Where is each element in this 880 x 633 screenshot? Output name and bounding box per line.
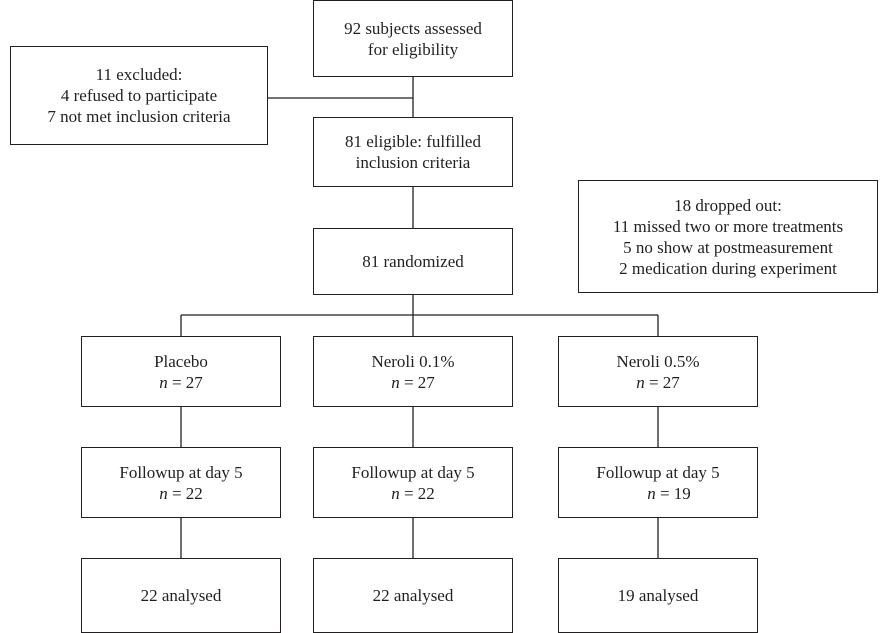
n-symbol: n <box>391 372 400 392</box>
randomized-box: 81 randomized <box>313 228 513 295</box>
allocation-label: Neroli 0.1% <box>371 351 455 371</box>
allocation-n: n = 27 <box>159 372 203 393</box>
n-symbol: n <box>391 483 400 503</box>
eligible-line: 81 eligible: fulfilled <box>345 132 481 151</box>
dropped-out-line: 5 no show at postmeasurement <box>623 237 833 257</box>
allocation-label: Neroli 0.5% <box>616 351 700 371</box>
n-symbol: n <box>647 483 656 503</box>
dropped-out-line: 2 medication during experiment <box>619 258 837 278</box>
followup-label: Followup at day 5 <box>596 462 720 482</box>
excluded-box: 11 excluded: 4 refused to participate 7 … <box>10 46 268 145</box>
screening-line: for eligibility <box>367 39 459 59</box>
followup-n: n = 22 <box>159 483 203 504</box>
allocation-box-neroli-0-5: Neroli 0.5% n = 27 <box>558 336 758 407</box>
followup-n: n = 19 <box>625 483 691 504</box>
dropped-out-line: 18 dropped out: <box>674 195 782 215</box>
allocation-box-neroli-0-1: Neroli 0.1% n = 27 <box>313 336 513 407</box>
n-value: = 22 <box>399 483 435 503</box>
allocation-n: n = 27 <box>636 372 680 393</box>
analysed-box-neroli-0-5: 19 analysed <box>558 558 758 633</box>
followup-box-placebo: Followup at day 5 n = 22 <box>81 447 281 518</box>
eligible-box: 81 eligible: fulfilled inclusion criteri… <box>313 117 513 187</box>
analysed-label: 19 analysed <box>617 586 699 605</box>
followup-n: n = 22 <box>391 483 435 504</box>
followup-label: Followup at day 5 <box>351 462 475 482</box>
followup-box-neroli-0-5: Followup at day 5 n = 19 <box>558 447 758 518</box>
n-symbol: n <box>159 483 168 503</box>
dropped-out-box: 18 dropped out: 11 missed two or more tr… <box>578 180 878 293</box>
flow-connectors <box>180 77 659 558</box>
n-symbol: n <box>159 372 168 392</box>
analysed-label: 22 analysed <box>372 586 454 605</box>
analysed-box-neroli-0-1: 22 analysed <box>313 558 513 633</box>
excluded-line: 4 refused to participate <box>60 86 218 105</box>
allocation-n: n = 27 <box>391 372 435 393</box>
randomized-line: 81 randomized <box>362 252 464 271</box>
screening-box: 92 subjects assessed for eligibility <box>313 0 513 77</box>
screening-line: 92 subjects assessed <box>344 18 482 38</box>
eligible-line: inclusion criteria <box>355 153 471 172</box>
allocation-box-placebo: Placebo n = 27 <box>81 336 281 407</box>
n-value: = 27 <box>644 372 680 392</box>
excluded-line: 11 excluded: <box>95 65 183 84</box>
analysed-label: 22 analysed <box>140 586 222 605</box>
n-value: = 22 <box>167 483 203 503</box>
allocation-label: Placebo <box>154 351 208 371</box>
analysed-box-placebo: 22 analysed <box>81 558 281 633</box>
n-value: = 27 <box>167 372 203 392</box>
n-value: = 27 <box>399 372 435 392</box>
n-symbol: n <box>636 372 645 392</box>
followup-label: Followup at day 5 <box>119 462 243 482</box>
dropped-out-line: 11 missed two or more treatments <box>612 216 844 236</box>
n-value: = 19 <box>655 483 691 503</box>
followup-box-neroli-0-1: Followup at day 5 n = 22 <box>313 447 513 518</box>
excluded-line: 7 not met inclusion criteria <box>47 107 231 126</box>
